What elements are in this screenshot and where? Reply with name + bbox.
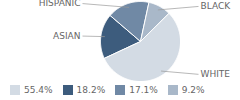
html-text:18.2%: 18.2% (76, 85, 106, 95)
svg-text:HISPANIC: HISPANIC (39, 0, 81, 8)
svg-text:WHITE: WHITE (201, 69, 231, 79)
html-text:55.4%: 55.4% (24, 85, 53, 95)
html-text:9.2%: 9.2% (181, 85, 205, 95)
html-text:17.1%: 17.1% (129, 85, 158, 95)
svg-text:ASIAN: ASIAN (53, 31, 80, 41)
svg-text:BLACK: BLACK (201, 1, 232, 11)
